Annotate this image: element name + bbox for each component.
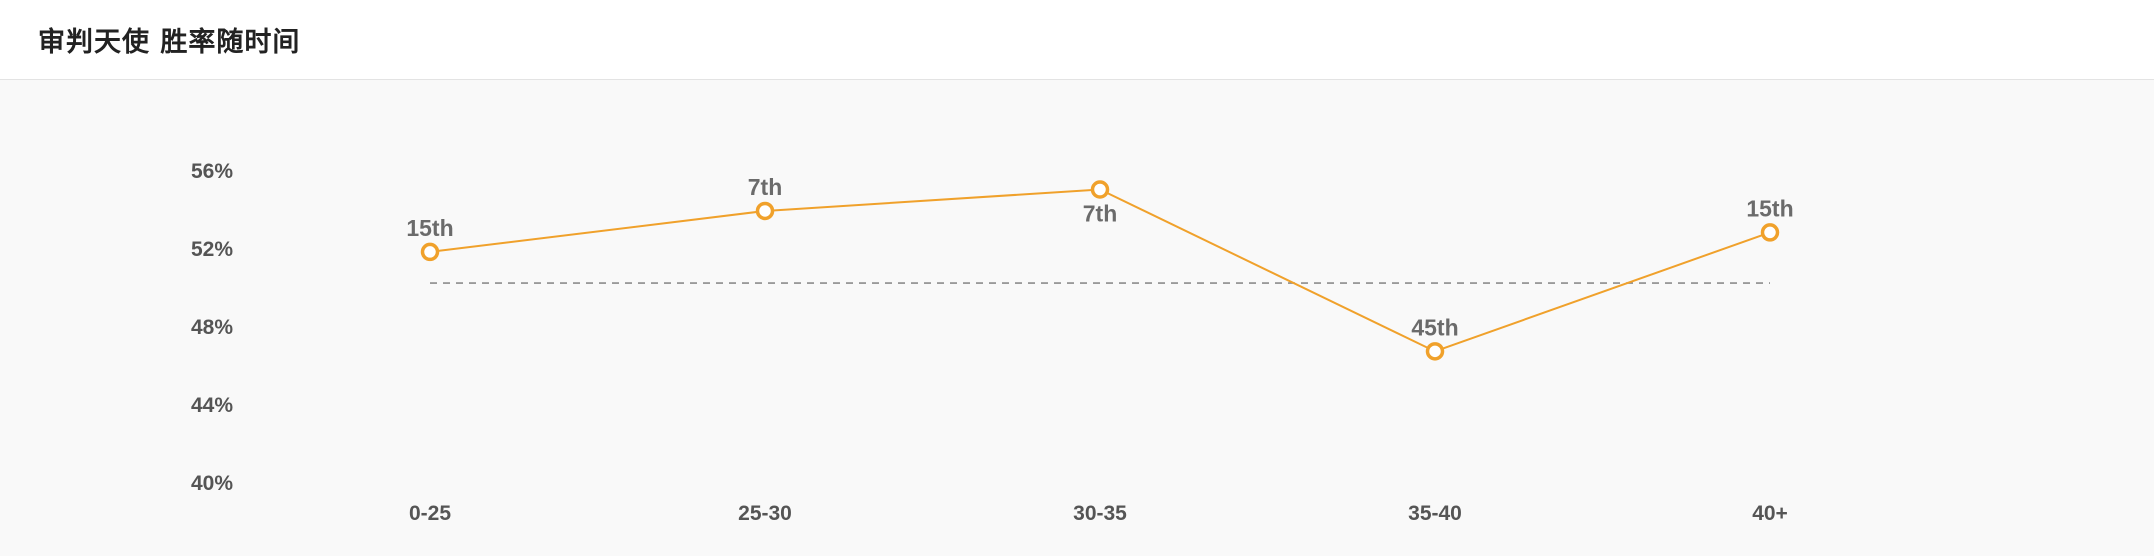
data-label: 15th xyxy=(1746,195,1793,221)
chart-header: 审判天使 胜率随时间 xyxy=(0,0,2154,80)
x-tick-label: 0-25 xyxy=(409,502,451,525)
data-label: 15th xyxy=(406,215,453,241)
x-tick-label: 40+ xyxy=(1752,502,1788,525)
y-tick-label: 56% xyxy=(191,160,233,183)
data-label: 7th xyxy=(1083,201,1118,227)
x-tick-label: 35-40 xyxy=(1408,502,1462,525)
y-tick-label: 40% xyxy=(191,472,233,495)
y-tick-label: 44% xyxy=(191,394,233,417)
y-tick-label: 52% xyxy=(191,238,233,261)
data-label: 7th xyxy=(748,174,783,200)
chart-plot-area: 56% 52% 48% 44% 40% 0-25 25-30 30-35 35-40 40+ 15t… xyxy=(0,80,2154,556)
data-point xyxy=(1090,180,1110,199)
data-point xyxy=(1425,342,1445,361)
data-point xyxy=(420,242,440,262)
line-chart: 56% 52% 48% 44% 40% 0-25 25-30 30-35 35-40 40+ 15t… xyxy=(191,160,1794,525)
data-point xyxy=(1760,223,1780,242)
x-tick-label: 30-35 xyxy=(1073,502,1127,525)
data-point xyxy=(755,201,775,221)
x-tick-label: 25-30 xyxy=(738,502,792,525)
data-label: 45th xyxy=(1411,314,1458,340)
chart-title: 审判天使 胜率随时间 xyxy=(38,27,301,58)
y-tick-label: 48% xyxy=(191,316,233,339)
